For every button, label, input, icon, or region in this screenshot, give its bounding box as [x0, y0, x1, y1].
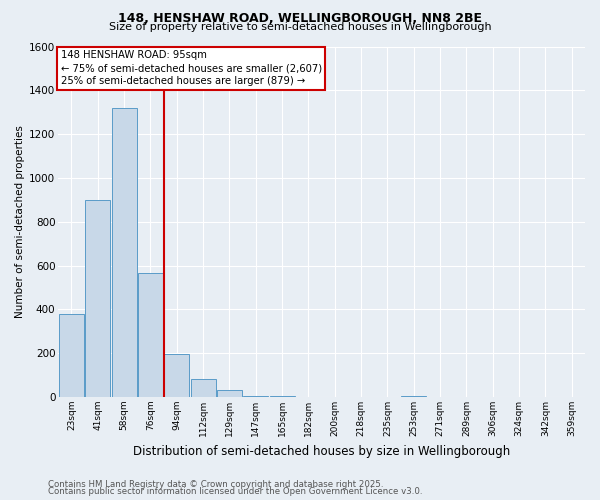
Bar: [59, 314, 84, 397]
Text: 148, HENSHAW ROAD, WELLINGBOROUGH, NN8 2BE: 148, HENSHAW ROAD, WELLINGBOROUGH, NN8 2…: [118, 12, 482, 26]
Bar: [243, 396, 268, 397]
Bar: [401, 396, 426, 397]
Bar: [164, 354, 189, 397]
Bar: [217, 390, 242, 397]
Bar: [85, 200, 110, 397]
Y-axis label: Number of semi-detached properties: Number of semi-detached properties: [15, 126, 25, 318]
Text: Contains public sector information licensed under the Open Government Licence v3: Contains public sector information licen…: [48, 487, 422, 496]
Text: 148 HENSHAW ROAD: 95sqm
← 75% of semi-detached houses are smaller (2,607)
25% of: 148 HENSHAW ROAD: 95sqm ← 75% of semi-de…: [61, 50, 322, 86]
Text: Contains HM Land Registry data © Crown copyright and database right 2025.: Contains HM Land Registry data © Crown c…: [48, 480, 383, 489]
X-axis label: Distribution of semi-detached houses by size in Wellingborough: Distribution of semi-detached houses by …: [133, 444, 510, 458]
Bar: [191, 380, 215, 397]
Text: Size of property relative to semi-detached houses in Wellingborough: Size of property relative to semi-detach…: [109, 22, 491, 32]
Bar: [138, 273, 163, 397]
Bar: [112, 108, 137, 397]
Bar: [269, 396, 295, 397]
